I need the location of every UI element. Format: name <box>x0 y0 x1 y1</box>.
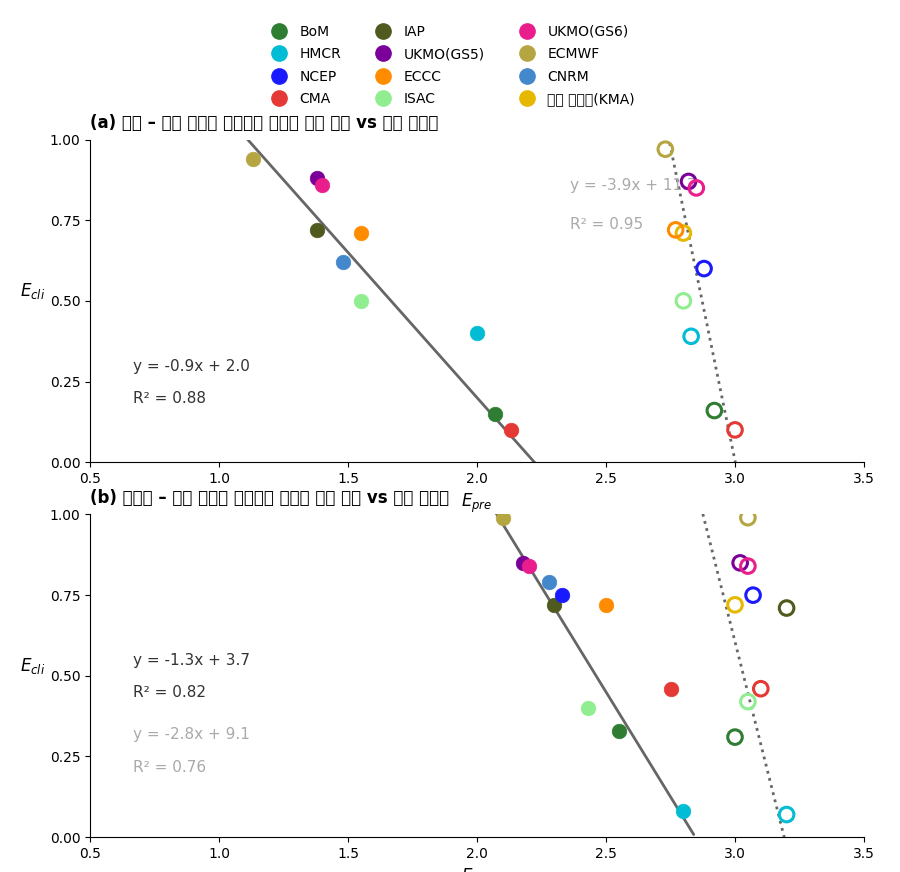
Point <box>658 142 672 156</box>
Point <box>681 174 696 188</box>
Point <box>470 326 484 340</box>
Point <box>336 255 350 269</box>
Point <box>728 598 742 612</box>
Point <box>521 559 535 573</box>
Text: R² = 0.76: R² = 0.76 <box>132 760 206 774</box>
Point <box>663 682 678 696</box>
Point <box>741 695 755 709</box>
Text: (a) 온도 – 계절 변화를 포함하는 평균장 모의 능력 vs 이상 예측성: (a) 온도 – 계절 변화를 포함하는 평균장 모의 능력 vs 이상 예측성 <box>90 114 438 133</box>
Point <box>354 294 368 308</box>
Point <box>697 262 711 276</box>
Point <box>542 576 556 589</box>
Point <box>676 226 690 240</box>
Point <box>741 511 755 525</box>
Point <box>779 601 794 615</box>
Legend: BoM, HMCR, NCEP, CMA, IAP, UKMO(GS5), ECCC, ISAC, UKMO(GS6), ECMWF, CNRM, 한국 기상청: BoM, HMCR, NCEP, CMA, IAP, UKMO(GS5), EC… <box>261 21 639 110</box>
Text: (b) 강수량 – 계절 변화를 포함하는 평균장 모의 능력 vs 이상 예측성: (b) 강수량 – 계절 변화를 포함하는 평균장 모의 능력 vs 이상 예측… <box>90 489 449 508</box>
Point <box>779 807 794 821</box>
Point <box>669 223 683 237</box>
Point <box>676 804 690 818</box>
Point <box>707 404 722 418</box>
Point <box>503 423 517 437</box>
Point <box>488 406 502 421</box>
Point <box>496 511 510 525</box>
Text: R² = 0.82: R² = 0.82 <box>132 685 205 700</box>
Point <box>310 171 324 185</box>
Point <box>598 598 613 612</box>
Point <box>728 423 742 437</box>
Text: y = -3.9x + 11.7: y = -3.9x + 11.7 <box>570 178 697 194</box>
X-axis label: $E_{pre}$: $E_{pre}$ <box>462 492 492 514</box>
X-axis label: $E_{pre}$: $E_{pre}$ <box>462 867 492 872</box>
Point <box>354 226 368 240</box>
Y-axis label: $E_{cli}$: $E_{cli}$ <box>20 281 46 301</box>
Point <box>728 730 742 744</box>
Text: R² = 0.95: R² = 0.95 <box>570 217 643 232</box>
Point <box>547 598 562 612</box>
Y-axis label: $E_{cli}$: $E_{cli}$ <box>20 656 46 676</box>
Point <box>517 556 531 570</box>
Point <box>676 294 690 308</box>
Point <box>733 556 747 570</box>
Point <box>684 330 698 344</box>
Point <box>741 559 755 573</box>
Point <box>315 178 329 192</box>
Point <box>580 701 595 715</box>
Point <box>753 682 768 696</box>
Point <box>555 589 570 603</box>
Text: y = -0.9x + 2.0: y = -0.9x + 2.0 <box>132 359 249 374</box>
Point <box>689 181 704 195</box>
Point <box>746 589 760 603</box>
Text: y = -2.8x + 9.1: y = -2.8x + 9.1 <box>132 727 249 742</box>
Text: y = -1.3x + 3.7: y = -1.3x + 3.7 <box>132 653 249 668</box>
Text: R² = 0.88: R² = 0.88 <box>132 392 205 406</box>
Point <box>310 223 324 237</box>
Point <box>246 152 260 166</box>
Point <box>612 724 626 738</box>
